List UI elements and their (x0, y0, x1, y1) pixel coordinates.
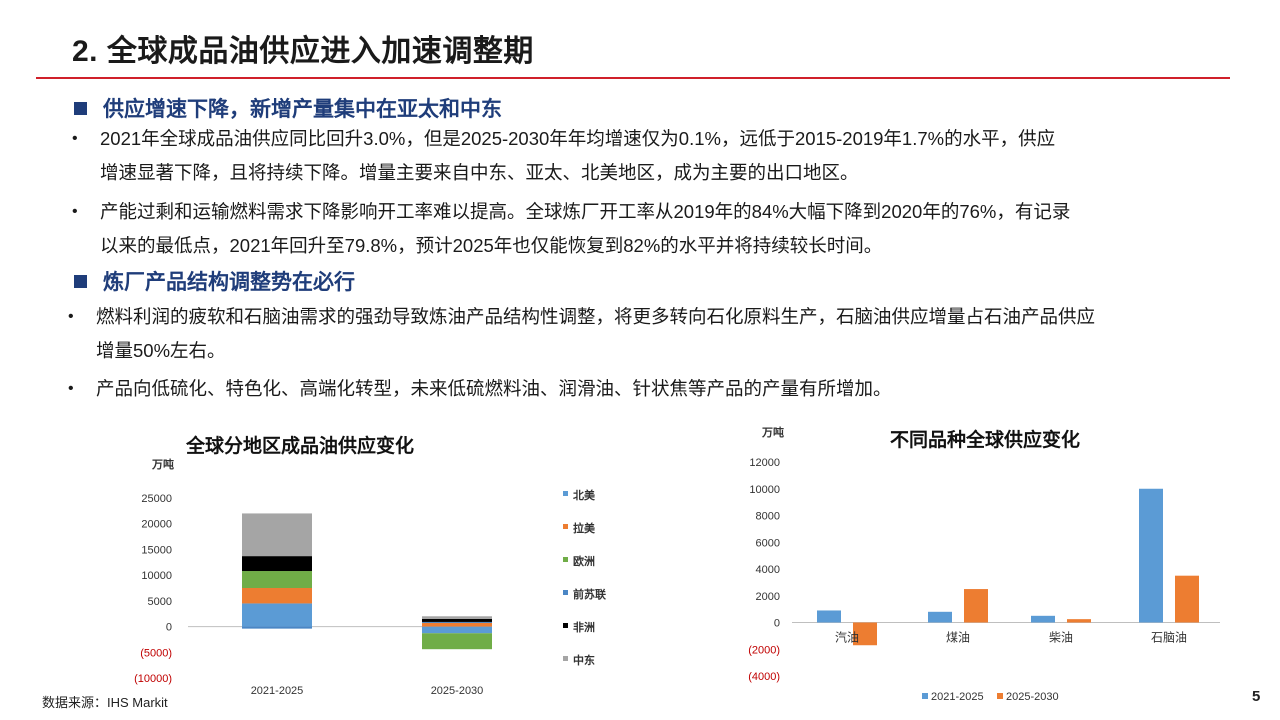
legend-swatch (922, 693, 928, 699)
chart-title: 全球分地区成品油供应变化 (185, 434, 414, 457)
x-tick-label: 2021-2025 (251, 685, 304, 697)
bar (817, 610, 841, 623)
y-tick-label: (2000) (748, 644, 780, 656)
y-tick-label: 12000 (749, 457, 780, 469)
bar (1139, 488, 1163, 623)
bar (964, 589, 988, 623)
bullet-item: • 燃料利润的疲软和石脑油需求的强劲导致炼油产品结构性调整，将更多转向石化原料生… (68, 300, 1095, 368)
x-tick-label: 石脑油 (1151, 631, 1187, 645)
y-tick-label: 0 (774, 618, 780, 630)
data-source-note: 数据来源：IHS Markit (42, 695, 168, 710)
legend-label: 拉美 (573, 521, 596, 535)
y-tick-label: 10000 (749, 484, 780, 496)
y-tick-label: 25000 (141, 493, 172, 505)
bullet-line: 燃料利润的疲软和石脑油需求的强劲导致炼油产品结构性调整，将更多转向石化原料生产，… (96, 306, 1096, 327)
legend-label: 北美 (573, 488, 596, 502)
y-axis-unit-label: 万吨 (761, 425, 784, 439)
bullet-item: • 产能过剩和运输燃料需求下降影响开工率难以提高。全球炼厂开工率从2019年的8… (72, 195, 1070, 263)
legend-swatch (563, 524, 568, 529)
bullet-item: • 2021年全球成品油供应同比回升3.0%，但是2025-2030年年均增速仅… (72, 122, 1055, 190)
bar (928, 611, 952, 623)
bar-segment (422, 618, 492, 622)
bar-segment (242, 603, 312, 627)
bar-segment (422, 621, 492, 623)
bar (1175, 575, 1199, 623)
section-heading-structure: 炼厂产品结构调整势在必行 (74, 266, 355, 296)
bullet-line: 2021年全球成品油供应同比回升3.0%，但是2025-2030年年均增速仅为0… (100, 128, 1056, 149)
bar-segment (422, 633, 492, 650)
chart-title: 不同品种全球供应变化 (890, 428, 1080, 451)
section-heading-text: 供应增速下降，新增产量集中在亚太和中东 (103, 98, 502, 121)
y-tick-label: 6000 (756, 537, 780, 549)
legend-label: 非洲 (573, 620, 595, 634)
bar-segment (242, 571, 312, 588)
bullet-line: 产品向低硫化、特色化、高端化转型，未来低硫燃料油、润滑油、针状焦等产品的产量有所… (96, 378, 892, 399)
y-tick-label: 5000 (148, 596, 172, 608)
x-tick-label: 2025-2030 (431, 685, 484, 697)
bar-segment (242, 556, 312, 572)
bullet-dot-icon: • (68, 308, 74, 325)
bullet-line: 增速显著下降，且将持续下降。增量主要来自中东、亚太、北美地区，成为主要的出口地区… (100, 162, 859, 183)
legend-label: 中东 (573, 653, 595, 667)
x-tick-label: 煤油 (946, 631, 970, 645)
square-bullet-icon (74, 101, 87, 115)
legend-swatch (563, 656, 568, 661)
bullet-item: • 产品向低硫化、特色化、高端化转型，未来低硫燃料油、润滑油、针状焦等产品的产量… (68, 372, 892, 406)
legend-label: 2021-2025 (931, 691, 984, 703)
y-tick-label: 15000 (141, 544, 172, 556)
bullet-line: 增量50%左右。 (96, 340, 226, 361)
bullet-line: 以来的最低点，2021年回升至79.8%，预计2025年也仅能恢复到82%的水平… (100, 235, 883, 256)
y-axis-unit-label: 万吨 (151, 457, 174, 471)
bullet-dot-icon: • (68, 380, 74, 397)
y-tick-label: (5000) (140, 647, 172, 659)
y-tick-label: 4000 (756, 564, 780, 576)
bullet-dot-icon: • (72, 203, 78, 220)
bar-segment (422, 622, 492, 627)
bar-segment (422, 626, 492, 634)
bullet-line: 产能过剩和运输燃料需求下降影响开工率难以提高。全球炼厂开工率从2019年的84%… (100, 201, 1071, 222)
bar (1067, 619, 1091, 623)
y-tick-label: 8000 (756, 511, 780, 523)
legend-swatch (563, 590, 568, 595)
section-heading-supply: 供应增速下降，新增产量集中在亚太和中东 (74, 93, 502, 123)
legend-swatch (563, 557, 568, 562)
section-heading-text: 炼厂产品结构调整势在必行 (103, 271, 355, 294)
legend-swatch (563, 491, 568, 496)
y-tick-label: 10000 (141, 570, 172, 582)
y-tick-label: 0 (166, 622, 172, 634)
bar-segment (422, 616, 492, 619)
bullet-dot-icon: • (72, 130, 78, 147)
bar-segment (242, 588, 312, 604)
page-title: 2. 全球成品油供应进入加速调整期 (72, 35, 534, 68)
y-tick-label: (4000) (748, 671, 780, 683)
bar (853, 622, 877, 646)
y-tick-label: (10000) (134, 673, 172, 685)
y-tick-label: 2000 (756, 591, 780, 603)
legend-swatch (997, 693, 1003, 699)
legend-swatch (563, 623, 568, 628)
legend-label: 欧洲 (573, 554, 595, 568)
legend-label: 2025-2030 (1006, 691, 1059, 703)
square-bullet-icon (74, 274, 87, 288)
legend-label: 前苏联 (573, 587, 606, 601)
product-supply-chart: 不同品种全球供应变化 万吨 12000 10000 8000 6000 4000 2000 0 (… (748, 425, 1220, 703)
title-divider (36, 77, 1230, 79)
x-tick-label: 柴油 (1049, 631, 1073, 645)
bar-segment (242, 513, 312, 557)
x-tick-label: 汽油 (835, 630, 859, 645)
y-tick-label: 20000 (141, 519, 172, 531)
bar (1031, 615, 1055, 623)
page-number: 5 (1252, 688, 1261, 705)
bar-segment (242, 626, 312, 629)
